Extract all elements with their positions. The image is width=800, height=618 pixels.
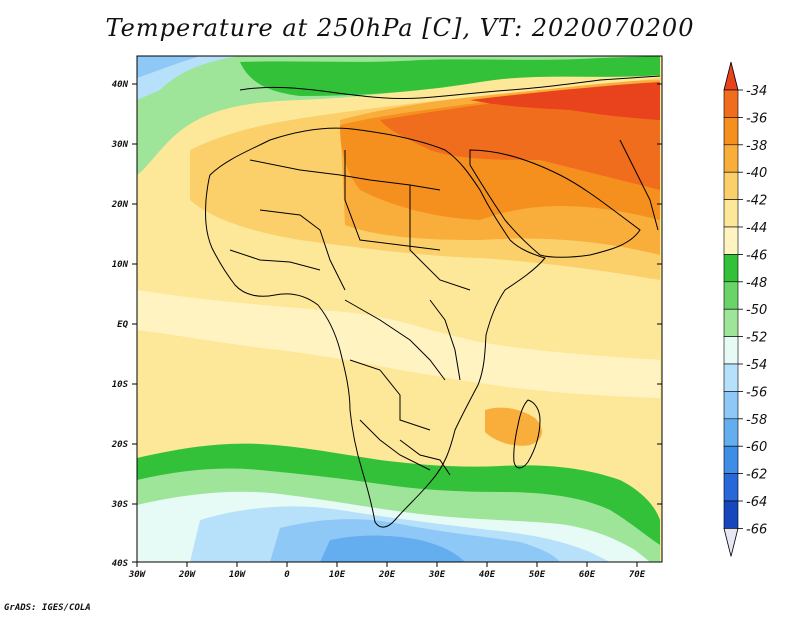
warm-region-5 <box>470 82 660 120</box>
border-6 <box>349 359 431 431</box>
colorbar-label: -50 <box>746 303 767 318</box>
africa-outline <box>205 127 546 528</box>
border-9 <box>229 249 321 271</box>
lat-tick-label: 40N <box>112 80 129 90</box>
india-coast <box>619 139 659 231</box>
colorbar-swatch <box>723 500 739 529</box>
map-title: Temperature at 250hPa [C], VT: 202007020… <box>105 14 695 42</box>
lon-tick-label: 20E <box>378 570 396 580</box>
colorbar-swatch <box>723 226 739 255</box>
lat-tick-label: EQ <box>117 320 128 330</box>
lon-tick-label: 70E <box>629 570 646 580</box>
lon-tick-label: 60E <box>579 570 596 580</box>
border-3 <box>409 185 471 291</box>
coastlines <box>205 75 661 528</box>
lon-tick-label: 40E <box>479 570 496 580</box>
lon-tick-label: 0 <box>284 570 290 580</box>
colorbar-label: -42 <box>746 194 767 209</box>
colorbar-swatch <box>723 144 739 173</box>
lat-tick-label: 30S <box>111 500 129 510</box>
border-10 <box>399 439 451 476</box>
north-green-band <box>240 56 660 96</box>
colorbar-label: -44 <box>746 221 767 236</box>
colorbar-swatch <box>723 308 739 337</box>
plot-frame <box>136 55 663 563</box>
lon-tick-label: 30W <box>128 570 147 580</box>
colorbar-label: -54 <box>746 358 767 373</box>
colorbar-label: -66 <box>746 522 767 537</box>
colorbar-label: -46 <box>746 248 767 263</box>
lat-tick-label: 30N <box>111 140 129 150</box>
border-5 <box>344 299 446 381</box>
colorbar-bottom-arrow <box>723 528 739 557</box>
colorbar-label: -58 <box>746 413 767 428</box>
border-1 <box>249 159 441 191</box>
south-deep-blue <box>320 535 465 562</box>
colorbar-swatch <box>723 391 739 420</box>
colorbar-label: -38 <box>746 139 767 154</box>
border-7 <box>359 419 431 471</box>
colorbar-label: -62 <box>746 468 767 483</box>
lat-tick-label: 10N <box>112 260 129 270</box>
north-teal <box>137 56 200 78</box>
madagascar-outline <box>513 399 541 469</box>
lon-tick-label: 10W <box>229 570 247 580</box>
lat-axis: 40N 30N 20N 10N EQ 10S 20S 30S 40S <box>111 80 662 569</box>
colorbar-swatch <box>723 445 739 474</box>
colorbar: -34 -36 -38 -40 -42 -44 -46 -48 -50 -52 -54 -56 -58 -… <box>723 61 767 557</box>
temperature-field <box>137 56 662 562</box>
border-2 <box>344 150 441 251</box>
colorbar-swatch <box>723 336 739 365</box>
colorbar-swatch <box>723 254 739 283</box>
south-orange-patch <box>485 407 542 446</box>
colorbar-label: -60 <box>746 440 767 455</box>
colorbar-label: -36 <box>746 111 767 126</box>
colorbar-swatch <box>723 89 739 118</box>
border-4 <box>259 209 346 291</box>
colorbar-label: -40 <box>746 166 767 181</box>
colorbar-label: -56 <box>746 385 767 400</box>
colorbar-swatch <box>723 117 739 146</box>
lat-tick-label: 40S <box>112 559 129 569</box>
arabia-outline <box>469 149 641 258</box>
lon-tick-label: 10E <box>329 570 346 580</box>
lon-tick-label: 50E <box>529 570 546 580</box>
colorbar-top-arrow <box>723 61 739 91</box>
colorbar-label: -34 <box>746 84 767 99</box>
lat-tick-label: 10S <box>112 380 129 390</box>
colorbar-swatch <box>723 363 739 392</box>
grads-credit: GrADS: IGES/COLA <box>4 603 91 613</box>
colorbar-swatch <box>723 281 739 310</box>
lon-tick-label: 30E <box>428 570 446 580</box>
lat-tick-label: 20S <box>111 440 129 450</box>
lon-tick-label: 20W <box>178 570 197 580</box>
lon-axis: 30W 20W 10W 0 10E 20E 30E 40E 50E 60E 70… <box>128 562 646 580</box>
europe-coast <box>239 75 661 100</box>
colorbar-swatch <box>723 171 739 200</box>
border-8 <box>429 299 461 381</box>
colorbar-swatch <box>723 199 739 228</box>
lat-tick-label: 20N <box>111 200 129 210</box>
colorbar-label: -64 <box>746 495 767 510</box>
colorbar-swatch <box>723 418 739 447</box>
colorbar-label: -52 <box>746 331 767 346</box>
colorbar-swatch <box>723 473 739 502</box>
colorbar-label: -48 <box>746 276 767 291</box>
